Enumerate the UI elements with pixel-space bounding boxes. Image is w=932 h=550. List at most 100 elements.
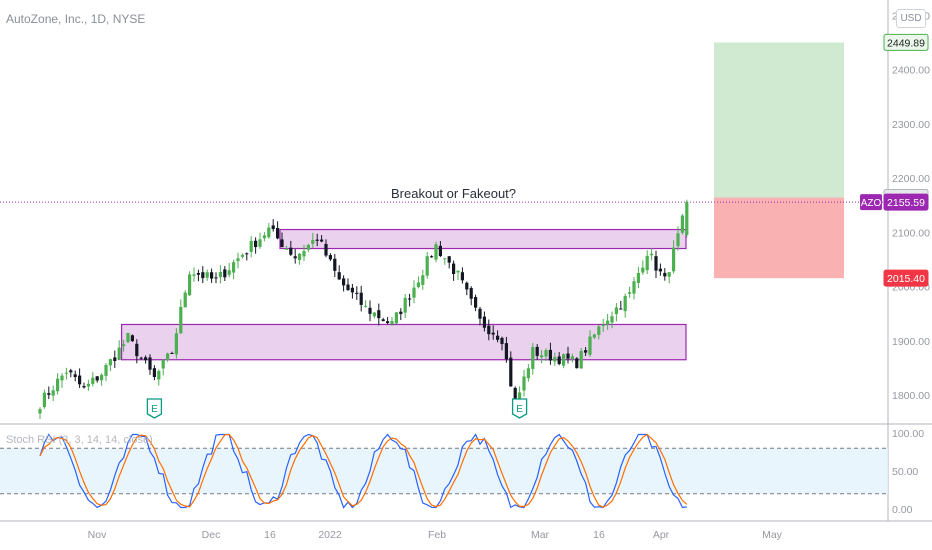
candle-body [139,357,143,359]
candle-body [667,272,671,277]
earnings-marker-1[interactable]: E [146,398,163,419]
candle-body [196,273,200,275]
candle-body [522,376,526,391]
candle-body [421,275,425,285]
stop-loss-label-box [883,269,929,287]
candle-body [526,368,530,379]
time-tick-label: Dec [202,529,221,541]
candle-body [100,374,104,381]
candle-body [416,282,420,288]
price-tick-label: 2400.00 [892,65,930,77]
candle-body [42,392,46,408]
candle-body [192,274,196,276]
candle-body [262,235,266,239]
candle-body [214,277,218,279]
candle-body [412,287,416,298]
price-tick-label: 1900.00 [892,336,930,348]
stop-loss-label: 2015.40 [887,273,925,285]
time-tick-label: Mar [531,529,550,541]
candle-body [328,255,332,260]
candle-body [157,371,161,380]
candle-body [38,409,42,414]
candle-body [654,256,658,271]
symbol-tag: AZO [861,198,882,209]
candle-body [95,376,99,381]
earnings-icon [146,398,163,419]
candle-body [372,312,376,317]
candle-body [148,357,152,370]
candle-body [64,372,68,374]
candle-body [311,240,315,244]
candle-body [592,334,596,338]
candle-body [544,350,548,357]
candle-body [355,292,359,294]
candle-body [320,239,324,242]
candle-body [240,254,244,257]
osc-tick-label: 50.00 [892,466,918,478]
candle-body [82,386,86,388]
candle-body [632,281,636,294]
candle-body [676,233,680,247]
price-tick-label: 2100.00 [892,227,930,239]
candle-body [210,272,214,279]
candle-body [504,343,508,360]
candles [38,199,689,419]
candle-body [117,347,121,361]
candle-body [628,292,632,294]
time-tick-label: Apr [653,529,670,541]
candle-body [474,297,478,308]
zone-2 [120,323,687,361]
candle-body [513,387,517,403]
candle-body [456,270,460,273]
candle-body [47,393,51,395]
candle-body [386,321,390,324]
candle-body [540,355,544,358]
candle-body [188,274,192,296]
candle-body [509,357,513,387]
last-price-label-box [883,193,929,211]
candle-body [614,307,618,315]
loss-zone [714,197,844,279]
oscillator-title: Stoch RSI (3, 3, 14, 14, close) [6,434,153,446]
candle-body [284,248,288,250]
candle-body [487,325,491,335]
earnings-marker-2[interactable]: E [511,398,528,419]
time-tick-label: 16 [264,529,276,541]
candle-body [280,239,284,248]
candle-body [245,253,249,255]
currency-badge[interactable]: USD [896,9,926,28]
candle-body [548,349,552,361]
candle-body [557,356,561,365]
candle-body [350,287,354,293]
candle-body [73,374,77,378]
candle-body [601,324,605,326]
candle-body [218,272,222,278]
candle-body [399,311,403,314]
candle-body [108,359,112,366]
candle-body [518,392,522,403]
price-tick-label: 1800.00 [892,390,930,402]
candle-body [289,247,293,255]
candle-body [562,354,566,366]
candle-body [258,239,262,247]
candle-body [584,350,588,353]
candle-body [166,353,170,361]
time-tick-label: 16 [593,529,605,541]
candle-body [267,227,271,238]
candle-body [610,316,614,323]
candle-body [447,256,451,263]
candle-body [113,357,117,361]
take-profit-label-box [883,33,929,51]
stoch-band [0,448,888,494]
symbol-title: AutoZone, Inc., 1D, NYSE [6,12,146,26]
candle-body [623,295,627,312]
candle-body [645,255,649,271]
candle-body [408,298,412,300]
candle-body [152,368,156,378]
candle-body [482,316,486,328]
candle-body [478,308,482,319]
candle-body [302,251,306,257]
candle-body [566,353,570,359]
osc-tick-label: 0.00 [892,504,913,516]
